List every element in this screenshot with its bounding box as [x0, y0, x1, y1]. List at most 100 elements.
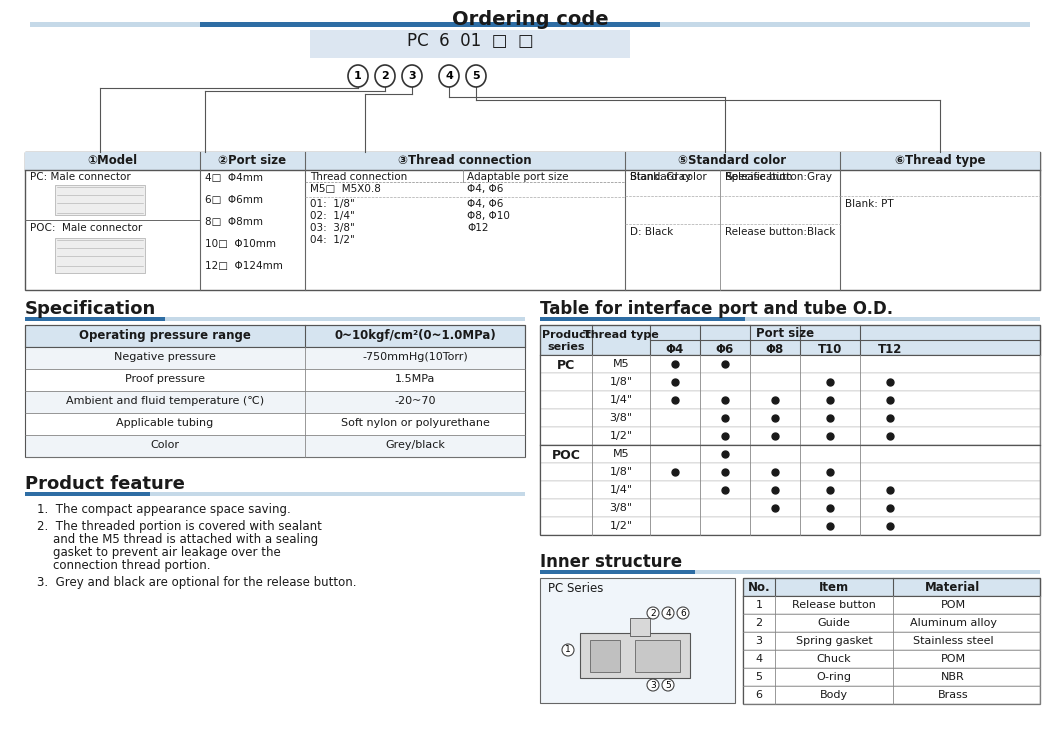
- Text: Item: Item: [819, 581, 849, 594]
- Text: Φ4, Φ6: Φ4, Φ6: [467, 199, 503, 209]
- Bar: [55, 185, 145, 215]
- Text: Release button: Release button: [792, 600, 876, 610]
- Bar: [310, 30, 630, 58]
- Text: Τ10: Τ10: [818, 343, 843, 356]
- Bar: [540, 481, 1040, 499]
- Bar: [745, 317, 1040, 321]
- Bar: [25, 152, 1040, 290]
- Bar: [540, 570, 695, 574]
- Ellipse shape: [439, 65, 459, 87]
- Bar: [540, 499, 1040, 517]
- Bar: [540, 355, 1040, 373]
- Text: 04:  1/2": 04: 1/2": [310, 235, 355, 245]
- Text: M5: M5: [613, 449, 630, 459]
- Ellipse shape: [662, 679, 674, 691]
- Bar: [25, 325, 525, 347]
- Bar: [200, 22, 660, 27]
- Text: 1/2": 1/2": [610, 521, 633, 531]
- Text: Proof pressure: Proof pressure: [125, 374, 205, 384]
- Text: 1/2": 1/2": [610, 431, 633, 441]
- Bar: [540, 517, 1040, 535]
- Bar: [590, 640, 620, 672]
- Text: POC: POC: [551, 449, 581, 462]
- Bar: [540, 427, 1040, 445]
- Text: Inner structure: Inner structure: [540, 553, 683, 571]
- Bar: [540, 463, 1040, 481]
- Bar: [55, 238, 145, 273]
- Text: 10□  Φ10mm: 10□ Φ10mm: [205, 239, 276, 249]
- Text: Brass: Brass: [938, 690, 969, 700]
- Text: POC:  Male connector: POC: Male connector: [30, 223, 142, 233]
- Ellipse shape: [466, 65, 485, 87]
- Text: Ambient and fluid temperature (℃): Ambient and fluid temperature (℃): [66, 396, 264, 406]
- Text: Thread connection: Thread connection: [310, 172, 407, 182]
- Text: Stainless steel: Stainless steel: [913, 636, 993, 646]
- Text: Φ4: Φ4: [666, 343, 684, 356]
- Text: PC: Male connector: PC: Male connector: [30, 172, 130, 182]
- Text: Blank: Gray: Blank: Gray: [630, 172, 691, 182]
- Bar: [540, 317, 745, 321]
- Text: 2: 2: [756, 618, 762, 628]
- Text: PC: PC: [556, 359, 576, 372]
- Bar: [743, 578, 1040, 596]
- Bar: [25, 413, 525, 435]
- Text: Φ4, Φ6: Φ4, Φ6: [467, 184, 503, 194]
- Text: No.: No.: [747, 581, 771, 594]
- Text: Specification: Specification: [725, 172, 793, 182]
- Text: 3: 3: [650, 680, 656, 690]
- Text: 5: 5: [472, 71, 480, 81]
- Text: 12□  Φ124mm: 12□ Φ124mm: [205, 261, 283, 271]
- Text: 02:  1/4": 02: 1/4": [310, 211, 355, 221]
- Text: connection thread portion.: connection thread portion.: [53, 559, 211, 572]
- Text: 1: 1: [565, 646, 571, 655]
- Text: 1.  The compact appearance space saving.: 1. The compact appearance space saving.: [37, 503, 290, 516]
- Text: Specification: Specification: [25, 300, 156, 318]
- Text: Negative pressure: Negative pressure: [114, 352, 216, 362]
- Text: 2: 2: [382, 71, 389, 81]
- Text: Release button:Black: Release button:Black: [725, 227, 835, 237]
- Text: Φ8: Φ8: [766, 343, 784, 356]
- Text: Soft nylon or polyurethane: Soft nylon or polyurethane: [340, 418, 490, 428]
- Text: Blank: PT: Blank: PT: [845, 199, 894, 209]
- Text: 4: 4: [666, 608, 671, 617]
- Text: ③Thread connection: ③Thread connection: [399, 154, 532, 167]
- Text: Body: Body: [820, 690, 848, 700]
- Ellipse shape: [662, 607, 674, 619]
- Bar: [25, 347, 525, 369]
- Ellipse shape: [402, 65, 422, 87]
- Text: 3: 3: [756, 636, 762, 646]
- Text: 01:  1/8": 01: 1/8": [310, 199, 355, 209]
- Text: ②Port size: ②Port size: [218, 154, 286, 167]
- Bar: [25, 435, 525, 457]
- Text: 2: 2: [650, 608, 656, 617]
- Ellipse shape: [647, 679, 659, 691]
- Text: 6: 6: [681, 608, 686, 617]
- Bar: [743, 632, 1040, 650]
- Text: 0~10kgf/cm²(0~1.0MPa): 0~10kgf/cm²(0~1.0MPa): [334, 329, 496, 342]
- Bar: [540, 409, 1040, 427]
- Text: 1: 1: [354, 71, 361, 81]
- Text: Table for interface port and tube O.D.: Table for interface port and tube O.D.: [540, 300, 894, 318]
- Text: Release button:Gray: Release button:Gray: [725, 172, 832, 182]
- Text: Grey/black: Grey/black: [385, 440, 445, 450]
- Bar: [540, 325, 1040, 355]
- Text: PC Series: PC Series: [548, 582, 603, 595]
- Bar: [25, 325, 525, 457]
- Text: 1/4": 1/4": [610, 395, 633, 405]
- Text: Φ12: Φ12: [467, 223, 489, 233]
- Bar: [635, 640, 681, 672]
- Text: O-ring: O-ring: [816, 672, 851, 682]
- Ellipse shape: [562, 644, 575, 656]
- Text: -20~70: -20~70: [394, 396, 436, 406]
- Bar: [540, 578, 735, 703]
- Text: 3: 3: [408, 71, 416, 81]
- Text: 1/4": 1/4": [610, 485, 633, 495]
- Text: 6: 6: [756, 690, 762, 700]
- Bar: [743, 686, 1040, 704]
- Text: Port size: Port size: [756, 327, 814, 340]
- Text: NBR: NBR: [941, 672, 965, 682]
- Ellipse shape: [348, 65, 368, 87]
- Text: 1/8": 1/8": [610, 467, 633, 477]
- Bar: [25, 152, 1040, 170]
- Text: ⑤Standard color: ⑤Standard color: [678, 154, 787, 167]
